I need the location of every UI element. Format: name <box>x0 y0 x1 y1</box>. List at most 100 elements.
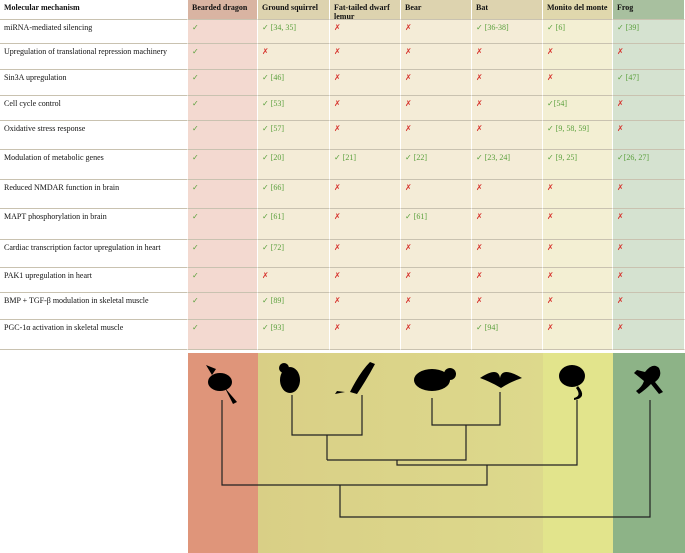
header-cell: Molecular mechanism <box>0 0 188 20</box>
evidence-cell: ✗ <box>543 320 613 350</box>
evidence-cell: ✗ <box>401 96 472 121</box>
evidence-cell: ✗ <box>401 268 472 293</box>
evidence-cell: ✓ [9, 25] <box>543 150 613 180</box>
evidence-cell: ✗ <box>543 44 613 70</box>
evidence-cell: ✗ <box>401 240 472 268</box>
mechanism-cell: PGC-1α activation in skeletal muscle <box>0 320 188 350</box>
mechanism-cell: Oxidative stress response <box>0 121 188 150</box>
evidence-cell: ✗ <box>613 268 685 293</box>
evidence-cell: ✓ [46] <box>258 70 330 96</box>
evidence-cell: ✗ <box>330 121 401 150</box>
mechanism-cell: miRNA-mediated silencing <box>0 20 188 44</box>
evidence-cell: ✓ [22] <box>401 150 472 180</box>
evidence-cell: ✓ [34, 35] <box>258 20 330 44</box>
evidence-cell: ✓ <box>188 20 258 44</box>
evidence-cell: ✗ <box>613 121 685 150</box>
evidence-cell: ✗ <box>543 70 613 96</box>
mechanism-cell: Reduced NMDAR function in brain <box>0 180 188 209</box>
evidence-cell: ✗ <box>472 44 543 70</box>
evidence-cell: ✗ <box>613 96 685 121</box>
mechanism-cell: Cell cycle control <box>0 96 188 121</box>
silhouettes <box>206 362 663 404</box>
header-cell: Fat-tailed dwarf lemur <box>330 0 401 20</box>
evidence-cell: ✓ <box>188 150 258 180</box>
header-cell: Bearded dragon <box>188 0 258 20</box>
evidence-cell: ✗ <box>330 70 401 96</box>
evidence-cell: ✗ <box>543 293 613 320</box>
evidence-cell: ✓ <box>188 320 258 350</box>
evidence-cell: ✗ <box>401 44 472 70</box>
evidence-cell: ✗ <box>401 20 472 44</box>
evidence-cell: ✓ <box>188 240 258 268</box>
evidence-cell: ✗ <box>472 121 543 150</box>
header-cell: Monito del monte <box>543 0 613 20</box>
mechanism-cell: Upregulation of translational repression… <box>0 44 188 70</box>
evidence-cell: ✗ <box>543 209 613 240</box>
evidence-cell: ✓ <box>188 268 258 293</box>
evidence-cell: ✗ <box>330 96 401 121</box>
evidence-cell: ✗ <box>613 209 685 240</box>
evidence-cell: ✗ <box>613 320 685 350</box>
evidence-cell: ✗ <box>330 20 401 44</box>
evidence-cell: ✓ [61] <box>401 209 472 240</box>
evidence-cell: ✓ [21] <box>330 150 401 180</box>
evidence-cell: ✗ <box>258 44 330 70</box>
evidence-cell: ✓[26, 27] <box>613 150 685 180</box>
evidence-cell: ✓ [89] <box>258 293 330 320</box>
evidence-cell: ✗ <box>472 70 543 96</box>
header-cell: Bat <box>472 0 543 20</box>
evidence-cell: ✓ [57] <box>258 121 330 150</box>
evidence-cell: ✓ [53] <box>258 96 330 121</box>
evidence-cell: ✓ [20] <box>258 150 330 180</box>
evidence-cell: ✗ <box>613 180 685 209</box>
evidence-cell: ✗ <box>543 180 613 209</box>
evidence-cell: ✗ <box>401 293 472 320</box>
evidence-cell: ✓ [47] <box>613 70 685 96</box>
evidence-cell: ✓ <box>188 96 258 121</box>
mechanism-cell: Sin3A upregulation <box>0 70 188 96</box>
evidence-cell: ✗ <box>472 293 543 320</box>
header-cell: Ground squirrel <box>258 0 330 20</box>
evidence-cell: ✓ <box>188 180 258 209</box>
evidence-cell: ✓ <box>188 293 258 320</box>
evidence-cell: ✓ [72] <box>258 240 330 268</box>
evidence-cell: ✗ <box>472 96 543 121</box>
evidence-cell: ✗ <box>543 240 613 268</box>
header-cell: Frog <box>613 0 685 20</box>
evidence-cell: ✗ <box>613 240 685 268</box>
evidence-cell: ✗ <box>401 320 472 350</box>
evidence-cell: ✓ [94] <box>472 320 543 350</box>
evidence-cell: ✗ <box>330 44 401 70</box>
evidence-cell: ✓ [36-38] <box>472 20 543 44</box>
mechanism-cell: Cardiac transcription factor upregulatio… <box>0 240 188 268</box>
evidence-cell: ✓ [61] <box>258 209 330 240</box>
mammal-band <box>258 353 543 553</box>
evidence-cell: ✓ [6] <box>543 20 613 44</box>
evidence-cell: ✗ <box>472 240 543 268</box>
evidence-cell: ✗ <box>472 180 543 209</box>
evidence-cell: ✓ [23, 24] <box>472 150 543 180</box>
mechanism-cell: Modulation of metabolic genes <box>0 150 188 180</box>
evidence-cell: ✗ <box>330 209 401 240</box>
mechanism-cell: BMP + TGF-β modulation in skeletal muscl… <box>0 293 188 320</box>
evidence-cell: ✓ [66] <box>258 180 330 209</box>
mechanism-cell: PAK1 upregulation in heart <box>0 268 188 293</box>
evidence-cell: ✗ <box>613 44 685 70</box>
evidence-cell: ✗ <box>330 240 401 268</box>
evidence-cell: ✗ <box>543 268 613 293</box>
evidence-cell: ✗ <box>401 180 472 209</box>
evidence-cell: ✓ [93] <box>258 320 330 350</box>
evidence-cell: ✓ <box>188 209 258 240</box>
evidence-cell: ✓ <box>188 70 258 96</box>
evidence-cell: ✗ <box>401 70 472 96</box>
header-cell: Bear <box>401 0 472 20</box>
evidence-cell: ✓[54] <box>543 96 613 121</box>
evidence-cell: ✗ <box>613 293 685 320</box>
evidence-cell: ✗ <box>330 293 401 320</box>
evidence-cell: ✗ <box>258 268 330 293</box>
mechanism-cell: MAPT phosphorylation in brain <box>0 209 188 240</box>
evidence-cell: ✗ <box>401 121 472 150</box>
tree-lines <box>221 392 651 518</box>
